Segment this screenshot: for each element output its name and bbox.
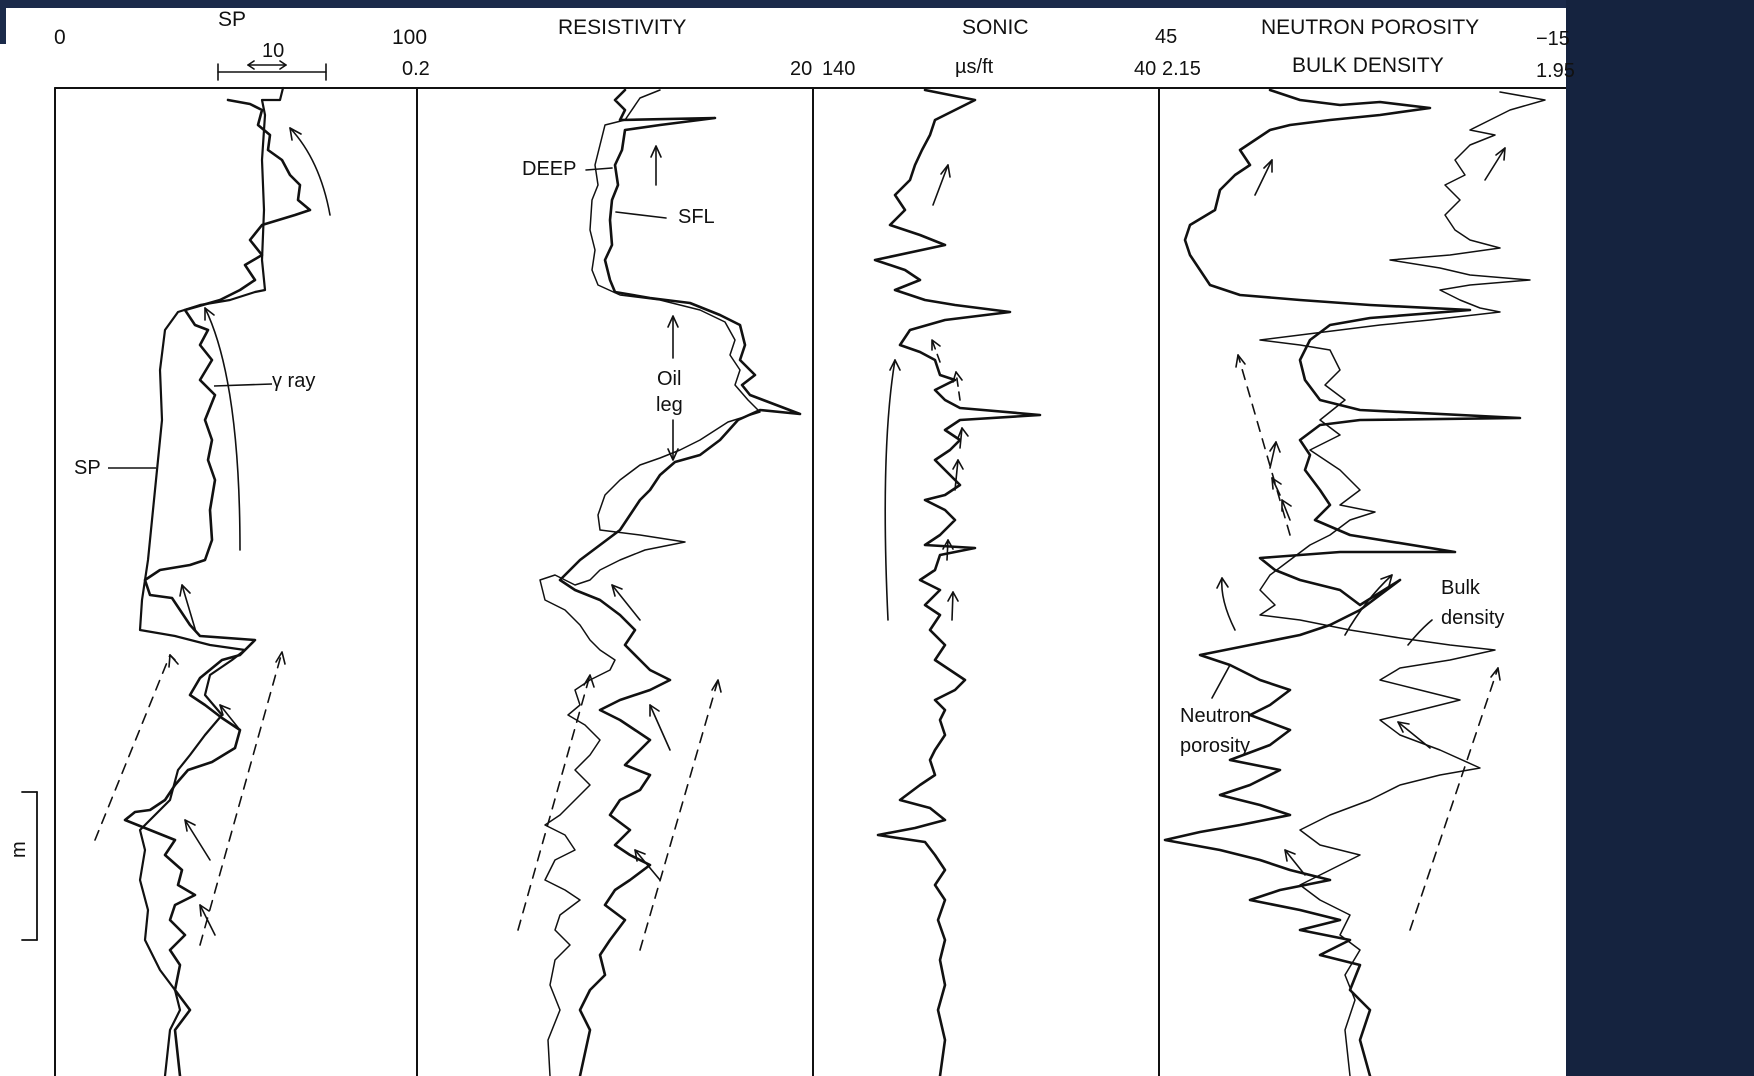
- bulk-density-label-line1: Bulk: [1441, 577, 1480, 599]
- gamma-ray-curve: [123, 98, 312, 1076]
- gamma-ray-label: γ ray: [272, 370, 316, 392]
- right-border: [1566, 0, 1754, 1076]
- neutron-scale-right: −15: [1536, 28, 1570, 50]
- sfl-curve-label: SFL: [678, 206, 715, 228]
- neutron-track-title: NEUTRON POROSITY: [1261, 16, 1480, 39]
- neutron-porosity-curve: [1163, 88, 1522, 1076]
- resistivity-scale-left: 0.2: [402, 58, 430, 80]
- bulk-density-label-line2: density: [1441, 607, 1505, 629]
- sp-curve: [138, 86, 285, 1076]
- neutron-scale-left: 45: [1155, 26, 1178, 48]
- top-border-tab: [0, 0, 6, 44]
- sp-track-title: SP: [218, 8, 247, 31]
- depth-scale-unit: m: [8, 841, 30, 858]
- sp-curve-label: SP: [74, 457, 101, 479]
- neutron-porosity-label-line2: porosity: [1180, 735, 1251, 757]
- bulk-density-curve: [1259, 91, 1546, 1076]
- resistivity-scale-right: 20: [790, 58, 813, 80]
- deep-curve-label: DEEP: [522, 158, 577, 180]
- sonic-scale-right: 40: [1134, 58, 1157, 80]
- density-track-title: BULK DENSITY: [1292, 54, 1444, 77]
- density-scale-right: 1.95: [1536, 60, 1575, 82]
- sonic-track-arrows: [884, 164, 969, 621]
- resistivity-deep-curve: [539, 89, 761, 1076]
- sonic-curve: [873, 88, 1042, 1076]
- density-scale-left: 2.15: [1162, 58, 1201, 80]
- neutron-track-arrows: [1211, 147, 1506, 931]
- sp-curve-leader: [108, 467, 156, 469]
- sp-scale-left: 0: [54, 26, 66, 49]
- neutron-porosity-label-line1: Neutron: [1180, 705, 1252, 727]
- sp-scale-bar: [217, 60, 327, 81]
- resistivity-track-title: RESISTIVITY: [558, 16, 687, 39]
- track-frame: [54, 87, 1566, 1076]
- sonic-scale-left: 140: [822, 58, 856, 80]
- oil-leg-label-line2: leg: [656, 394, 683, 416]
- well-log-diagram: [21, 60, 1566, 1076]
- sp-scale-right: 100: [392, 26, 428, 49]
- oil-leg-label-line1: Oil: [657, 368, 682, 390]
- gamma-ray-leader: [213, 383, 273, 387]
- resistivity-sfl-curve: [558, 88, 802, 1076]
- sonic-unit: µs/ft: [955, 56, 994, 78]
- top-border: [0, 0, 1754, 8]
- sonic-track-title: SONIC: [962, 16, 1029, 39]
- sp-scale-bar-value: 10: [262, 40, 285, 62]
- sp-track-arrows: [94, 127, 331, 946]
- depth-scale-bracket: [21, 791, 38, 941]
- resistivity-annotation-lines: [517, 145, 722, 951]
